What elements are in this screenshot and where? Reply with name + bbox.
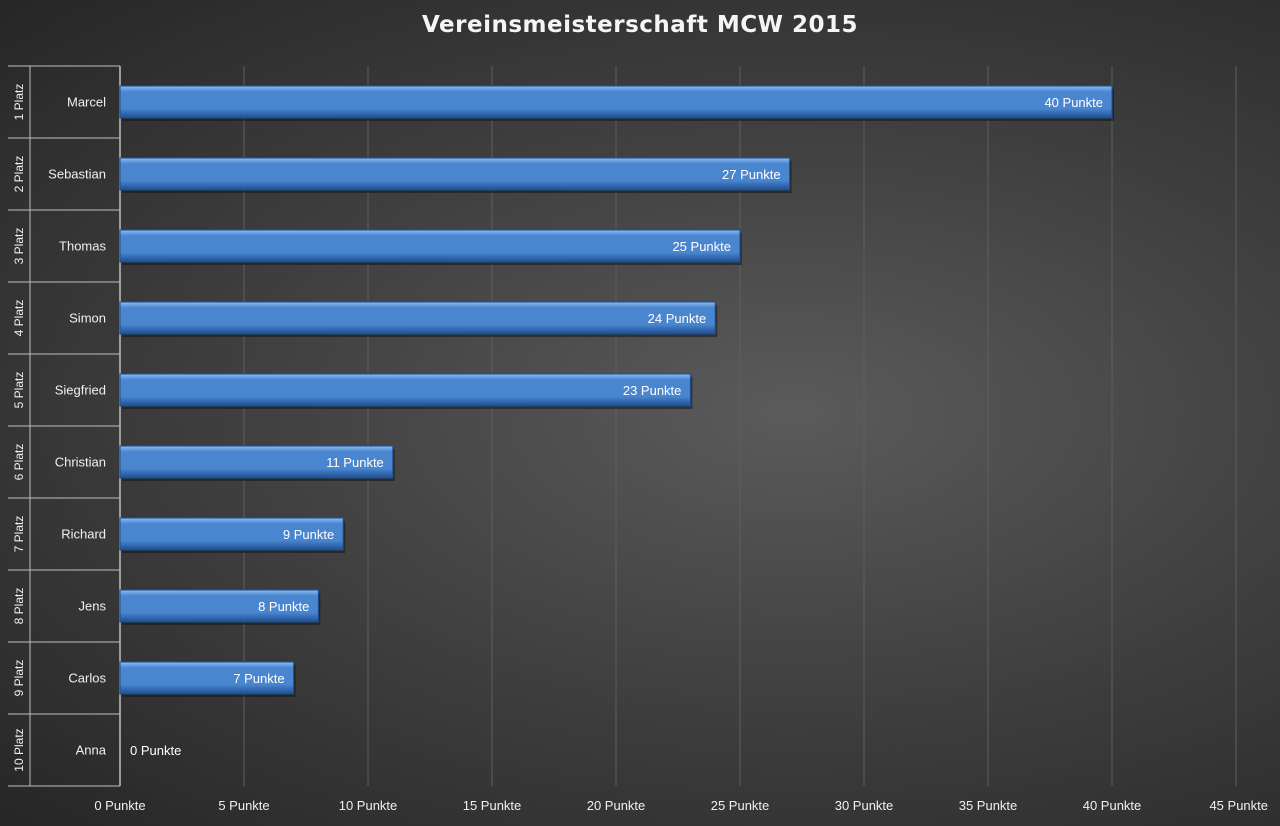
bar xyxy=(119,445,394,479)
data-label: 25 Punkte xyxy=(672,239,731,254)
x-tick-label: 40 Punkte xyxy=(1083,798,1142,813)
rank-label: 8 Platz xyxy=(12,588,26,625)
data-label: 7 Punkte xyxy=(233,671,284,686)
bar xyxy=(119,661,295,695)
x-tick-label: 0 Punkte xyxy=(94,798,145,813)
category-label: Siegfried xyxy=(55,383,106,398)
x-axis-ticks: 0 Punkte 5 Punkte 10 Punkte 15 Punkte 20 Pun… xyxy=(94,798,1268,813)
category-label: Thomas xyxy=(59,239,106,254)
bar xyxy=(119,85,1113,119)
x-tick-label: 30 Punkte xyxy=(835,798,894,813)
rank-label: 1 Platz xyxy=(12,84,26,121)
bar xyxy=(119,373,691,407)
rank-label: 4 Platz xyxy=(12,300,26,337)
rank-label: 6 Platz xyxy=(12,444,26,481)
category-axis: Marcel 1 Platz Sebastian 2 Platz Thomas 3 Pla… xyxy=(8,65,121,787)
bar xyxy=(119,229,741,263)
data-label: 40 Punkte xyxy=(1044,95,1103,110)
x-tick-label: 10 Punkte xyxy=(339,798,398,813)
category-label: Carlos xyxy=(68,671,106,686)
data-label: 8 Punkte xyxy=(258,599,309,614)
data-labels: 40 Punkte 27 Punkte 25 Punkte 24 Punkte 23 P… xyxy=(130,95,1103,758)
bar xyxy=(119,157,791,191)
category-label: Marcel xyxy=(67,95,106,110)
data-label: 11 Punkte xyxy=(326,455,384,470)
category-label: Sebastian xyxy=(48,167,106,182)
x-tick-label: 45 Punkte xyxy=(1209,798,1268,813)
x-tick-label: 15 Punkte xyxy=(463,798,522,813)
x-tick-label: 35 Punkte xyxy=(959,798,1018,813)
data-label: 23 Punkte xyxy=(623,383,682,398)
data-label: 27 Punkte xyxy=(722,167,781,182)
rank-label: 9 Platz xyxy=(12,660,26,697)
rank-label: 7 Platz xyxy=(12,516,26,553)
rank-label: 3 Platz xyxy=(12,228,26,265)
data-label: 9 Punkte xyxy=(283,527,334,542)
x-tick-label: 20 Punkte xyxy=(587,798,646,813)
category-label: Richard xyxy=(61,527,106,542)
rank-label: 5 Platz xyxy=(12,372,26,409)
category-label: Anna xyxy=(76,743,107,758)
category-label: Simon xyxy=(69,311,106,326)
category-label: Jens xyxy=(79,599,107,614)
bar xyxy=(119,517,344,551)
x-tick-label: 25 Punkte xyxy=(711,798,770,813)
x-tick-label: 5 Punkte xyxy=(218,798,269,813)
category-label: Christian xyxy=(55,455,106,470)
rank-label: 2 Platz xyxy=(12,156,26,193)
chart-title: Vereinsmeisterschaft MCW 2015 xyxy=(422,12,858,38)
bar xyxy=(119,589,319,623)
bars xyxy=(119,85,1114,697)
rank-label: 10 Platz xyxy=(12,728,26,771)
data-label: 24 Punkte xyxy=(648,311,707,326)
data-label: 0 Punkte xyxy=(130,743,181,758)
bar xyxy=(119,301,716,335)
